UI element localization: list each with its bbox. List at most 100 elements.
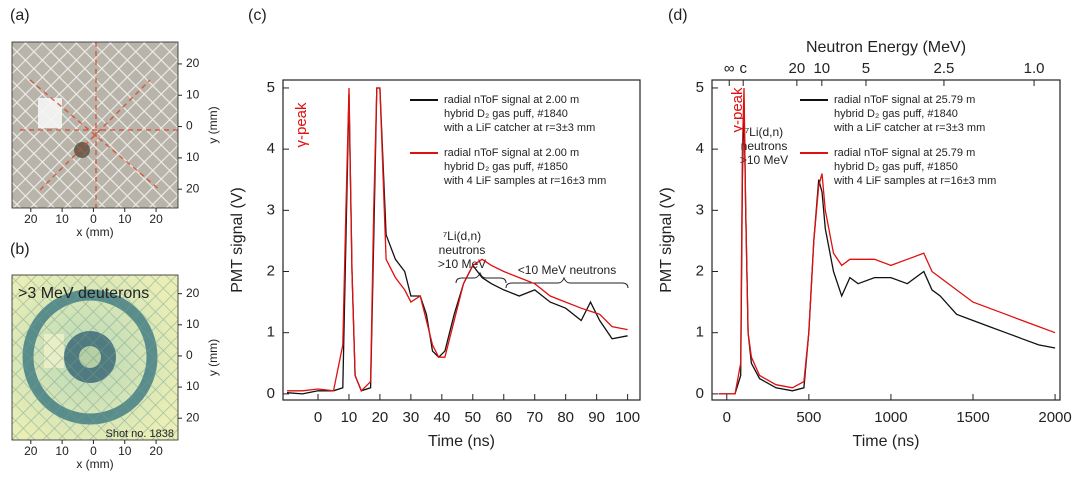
annotation: >10 MeV (438, 257, 486, 271)
photo-a (12, 42, 178, 208)
y-tick-label: 10 (186, 87, 200, 101)
y-tick-label: 20 (186, 286, 200, 300)
y-tick-label: 3 (267, 201, 275, 218)
y-tick-label: 20 (186, 181, 200, 195)
annotation: neutrons (439, 243, 486, 257)
brace (505, 276, 629, 289)
image-text: Shot no. 1838 (105, 428, 174, 440)
x2-axis-label: Neutron Energy (MeV) (806, 39, 966, 56)
x-tick-label: 0 (314, 409, 322, 426)
x2-tick-label: 10 (813, 60, 830, 77)
annotation: ⁷Li(d,n) (443, 229, 481, 243)
series-line (718, 87, 1056, 395)
legend-label: radial nToF signal at 25.79 m (834, 147, 975, 159)
annotation: >10 MeV (740, 153, 788, 167)
panel-label: (a) (10, 7, 30, 24)
x-tick-label: 0 (90, 212, 97, 226)
plot-frame (282, 79, 641, 401)
annotation: γ-peak (293, 102, 310, 148)
x-tick-label: 20 (24, 212, 38, 226)
x-tick-label: 20 (149, 212, 163, 226)
x2-tick-label: 20 (789, 60, 806, 77)
annotation: γ-peak (729, 87, 746, 133)
legend-label: hybrid D₂ gas puff, #1840 (444, 108, 568, 120)
y-tick-label: 0 (186, 348, 193, 362)
plot-frame (11, 41, 179, 209)
legend-label: with a LiF catcher at r=3±3 mm (833, 122, 985, 134)
x-tick-label: 0 (90, 444, 97, 458)
y-tick-label: 1 (267, 324, 275, 341)
y-tick-label: 0 (267, 385, 275, 402)
x2-tick-label: c (739, 60, 747, 77)
x-axis-label: x (mm) (76, 225, 113, 239)
x2-tick-label: 1.0 (1024, 60, 1045, 77)
x-tick-label: 10 (341, 409, 358, 426)
x-tick-label: 50 (464, 409, 481, 426)
x-tick-label: 20 (24, 444, 38, 458)
x-tick-label: 20 (149, 444, 163, 458)
x-tick-label: 60 (495, 409, 512, 426)
series-line (287, 87, 628, 392)
brace (455, 271, 507, 284)
panel-label: (b) (10, 241, 30, 258)
legend-label: with 4 LiF samples at r=16±3 mm (833, 175, 996, 187)
annotation: neutrons (741, 139, 788, 153)
y-tick-label: 2 (267, 262, 275, 279)
y-tick-label: 1 (696, 324, 704, 341)
y-tick-label: 4 (267, 140, 275, 157)
plot-frame (711, 79, 1061, 401)
x-tick-label: 1500 (956, 409, 989, 426)
y-axis-label: PMT signal (V) (658, 187, 675, 293)
x-axis-label: Time (ns) (853, 433, 920, 450)
y-tick-label: 10 (186, 317, 200, 331)
x-tick-label: 500 (796, 409, 821, 426)
x-tick-label: 10 (118, 212, 132, 226)
image-text: >3 MeV deuterons (18, 285, 149, 302)
x-tick-label: 10 (55, 212, 69, 226)
panel-label: (d) (668, 7, 688, 24)
legend-label: radial nToF signal at 25.79 m (834, 94, 975, 106)
x-tick-label: 40 (433, 409, 450, 426)
legend-label: hybrid D₂ gas puff, #1840 (834, 108, 958, 120)
y-axis-label: PMT signal (V) (229, 187, 246, 293)
x2-tick-label: 5 (862, 60, 870, 77)
y-tick-label: 10 (186, 379, 200, 393)
legend-label: radial nToF signal at 2.00 m (444, 147, 579, 159)
y-tick-label: 3 (696, 201, 704, 218)
y-tick-label: 20 (186, 410, 200, 424)
y-tick-label: 20 (186, 56, 200, 70)
y-tick-label: 2 (696, 262, 704, 279)
x-tick-label: 80 (557, 409, 574, 426)
y-axis-label: y (mm) (206, 106, 220, 143)
x-tick-label: 70 (526, 409, 543, 426)
x-tick-label: 90 (588, 409, 605, 426)
x2-tick-label: ∞ (724, 60, 735, 77)
x-tick-label: 10 (55, 444, 69, 458)
x-tick-label: 0 (723, 409, 731, 426)
panel-label: (c) (248, 7, 267, 24)
x-tick-label: 20 (372, 409, 389, 426)
x-axis-label: Time (ns) (428, 433, 495, 450)
annotation: <10 MeV neutrons (518, 263, 616, 277)
y-tick-label: 5 (696, 79, 704, 96)
legend-label: with 4 LiF samples at r=16±3 mm (443, 175, 606, 187)
x-tick-label: 1000 (874, 409, 907, 426)
legend-label: radial nToF signal at 2.00 m (444, 94, 579, 106)
y-tick-label: 10 (186, 150, 200, 164)
y-tick-label: 0 (696, 385, 704, 402)
legend-label: hybrid D₂ gas puff, #1850 (444, 161, 568, 173)
legend-label: with a LiF catcher at r=3±3 mm (443, 122, 595, 134)
y-axis-label: y (mm) (206, 339, 220, 376)
x-tick-label: 30 (403, 409, 420, 426)
annotation: ⁷Li(d,n) (745, 125, 783, 139)
plot-frame (11, 274, 179, 441)
y-tick-label: 5 (267, 79, 275, 96)
y-tick-label: 4 (696, 140, 704, 157)
x-tick-label: 100 (615, 409, 640, 426)
y-tick-label: 0 (186, 119, 193, 133)
legend-label: hybrid D₂ gas puff, #1850 (834, 161, 958, 173)
x2-tick-label: 2.5 (934, 60, 955, 77)
image-b (12, 275, 178, 440)
x-tick-label: 2000 (1038, 409, 1071, 426)
